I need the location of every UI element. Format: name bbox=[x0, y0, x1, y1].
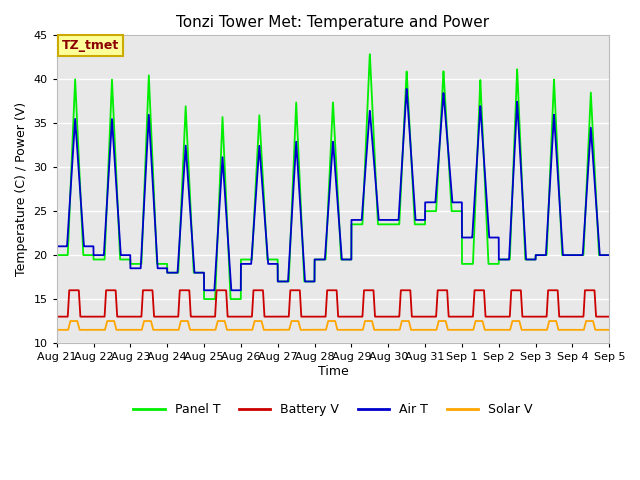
Battery V bbox=[53, 314, 61, 320]
Air T bbox=[200, 288, 208, 293]
Panel T bbox=[488, 261, 496, 267]
Battery V bbox=[605, 314, 613, 320]
Line: Battery V: Battery V bbox=[57, 290, 609, 317]
Panel T bbox=[457, 208, 465, 214]
Panel T bbox=[200, 296, 208, 302]
Solar V bbox=[605, 327, 612, 333]
Text: TZ_tmet: TZ_tmet bbox=[62, 39, 120, 52]
Panel T bbox=[152, 240, 160, 245]
Battery V bbox=[605, 314, 612, 320]
Air T bbox=[152, 237, 160, 242]
Air T bbox=[488, 235, 496, 240]
Line: Panel T: Panel T bbox=[57, 54, 609, 299]
Solar V bbox=[53, 327, 61, 333]
Panel T bbox=[366, 51, 374, 57]
Panel T bbox=[605, 252, 613, 258]
Panel T bbox=[426, 208, 434, 214]
Air T bbox=[605, 252, 612, 258]
X-axis label: Time: Time bbox=[317, 365, 348, 378]
Title: Tonzi Tower Met: Temperature and Power: Tonzi Tower Met: Temperature and Power bbox=[177, 15, 490, 30]
Air T bbox=[53, 243, 61, 249]
Air T bbox=[312, 257, 320, 263]
Solar V bbox=[152, 327, 160, 333]
Solar V bbox=[312, 327, 320, 333]
Panel T bbox=[312, 257, 320, 263]
Battery V bbox=[457, 314, 465, 320]
Line: Air T: Air T bbox=[57, 89, 609, 290]
Battery V bbox=[65, 288, 73, 293]
Y-axis label: Temperature (C) / Power (V): Temperature (C) / Power (V) bbox=[15, 102, 28, 276]
Battery V bbox=[152, 314, 160, 320]
Air T bbox=[605, 252, 613, 258]
Solar V bbox=[426, 327, 434, 333]
Panel T bbox=[53, 252, 61, 258]
Legend: Panel T, Battery V, Air T, Solar V: Panel T, Battery V, Air T, Solar V bbox=[129, 398, 538, 421]
Battery V bbox=[426, 314, 434, 320]
Air T bbox=[457, 200, 465, 205]
Battery V bbox=[312, 314, 320, 320]
Air T bbox=[426, 200, 434, 205]
Solar V bbox=[605, 327, 613, 333]
Air T bbox=[403, 86, 410, 92]
Solar V bbox=[457, 327, 465, 333]
Solar V bbox=[488, 327, 496, 333]
Solar V bbox=[67, 318, 74, 324]
Line: Solar V: Solar V bbox=[57, 321, 609, 330]
Panel T bbox=[605, 252, 612, 258]
Battery V bbox=[488, 314, 496, 320]
